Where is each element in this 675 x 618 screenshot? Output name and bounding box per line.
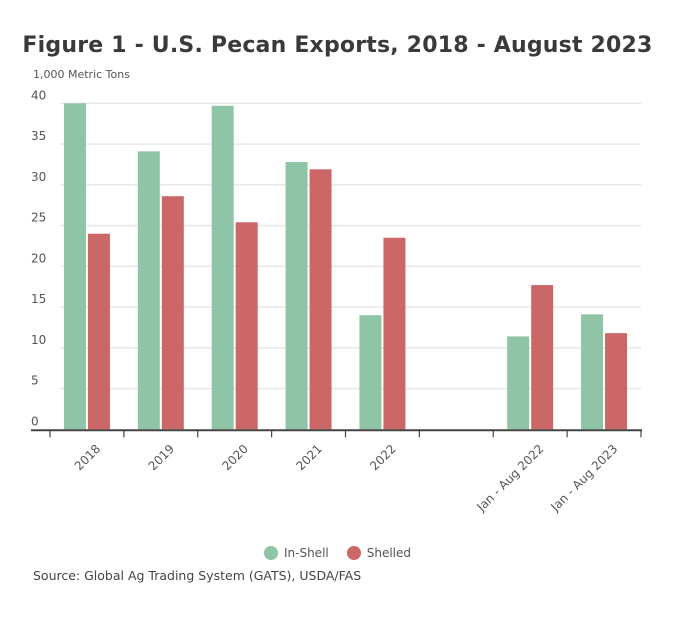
- bar-shelled-2022: [383, 237, 406, 430]
- bar-in-shell-2018: [63, 103, 86, 430]
- x-tick-label: 2021: [293, 442, 324, 473]
- source-note: Source: Global Ag Trading System (GATS),…: [33, 568, 362, 583]
- y-tick-label: 5: [31, 374, 39, 388]
- legend-label: In-Shell: [283, 546, 329, 560]
- x-tick-label: 2018: [72, 442, 103, 473]
- legend: In-Shell Shelled: [0, 546, 675, 560]
- bar-in-shell-jan-aug-2022: [507, 336, 530, 430]
- x-tick-label: Jan - Aug 2023: [547, 442, 620, 515]
- x-tick-label: 2022: [367, 442, 398, 473]
- bar-shelled-2018: [87, 233, 110, 430]
- y-tick-label: 40: [31, 88, 46, 102]
- x-tick-label: 2020: [220, 442, 251, 473]
- bar-shelled-jan-aug-2022: [531, 285, 554, 430]
- y-tick-label: 15: [31, 292, 46, 306]
- y-tick-label: 10: [31, 333, 46, 347]
- y-tick-label: 30: [31, 170, 46, 184]
- bar-in-shell-2019: [137, 151, 160, 430]
- bar-in-shell-2020: [211, 105, 234, 430]
- legend-label: Shelled: [366, 546, 412, 560]
- y-tick-label: 20: [31, 251, 46, 265]
- chart-title: Figure 1 - U.S. Pecan Exports, 2018 - Au…: [22, 33, 653, 58]
- x-tick-label: 2019: [146, 442, 177, 473]
- legend-swatch-in-shell: [263, 546, 278, 560]
- legend-item-shelled[interactable]: Shelled: [346, 546, 412, 560]
- bar-in-shell-2022: [359, 315, 382, 430]
- bar-shelled-2019: [161, 196, 184, 430]
- y-tick-label: 0: [31, 414, 39, 428]
- bar-shelled-2021: [309, 169, 332, 430]
- legend-item-in-shell[interactable]: In-Shell: [263, 546, 329, 560]
- bar-in-shell-2021: [285, 161, 308, 430]
- y-axis-label: 1,000 Metric Tons: [33, 68, 130, 81]
- y-tick-label: 35: [31, 129, 46, 143]
- bar-in-shell-jan-aug-2023: [581, 314, 604, 430]
- y-tick-label: 25: [31, 211, 46, 225]
- legend-swatch-shelled: [346, 546, 361, 560]
- bar-shelled-jan-aug-2023: [605, 333, 628, 430]
- bar-shelled-2020: [235, 222, 258, 430]
- x-tick-label: Jan - Aug 2022: [474, 442, 547, 515]
